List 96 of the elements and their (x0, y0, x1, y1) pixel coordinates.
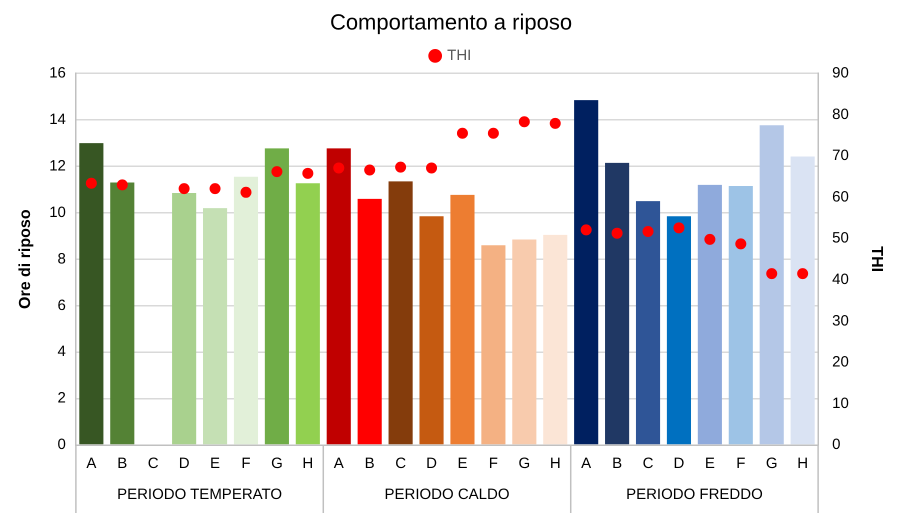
point (240, 186, 252, 198)
y-tick-label: 0 (58, 436, 66, 454)
bar (636, 201, 660, 444)
text: PERIODO TEMPERATO (117, 486, 282, 504)
point (302, 168, 314, 179)
point (550, 118, 561, 129)
bar (512, 239, 536, 444)
bar (419, 216, 444, 444)
point (766, 268, 778, 280)
bar (388, 181, 413, 444)
x-tick-label: C (395, 455, 406, 472)
y2-tick-label: 50 (832, 230, 849, 247)
x-tick-label: H (550, 455, 561, 472)
y2-axis-title: THI (868, 246, 885, 272)
legend-label: THI (447, 47, 472, 64)
point (488, 128, 499, 139)
point (518, 116, 530, 128)
y2-tick-label: 0 (832, 436, 840, 454)
x-tick-label: G (766, 455, 778, 472)
bar (234, 176, 258, 444)
x-tick-label: B (117, 455, 128, 472)
y2-tick-label: 60 (832, 188, 849, 206)
x-tick-label: C (642, 455, 654, 472)
y-tick-label: 4 (58, 343, 66, 360)
x-tick-label: A (581, 455, 592, 472)
bar (574, 100, 598, 444)
x-tick-label: D (178, 455, 190, 472)
y-tick-label: 16 (49, 64, 66, 82)
point (797, 268, 808, 280)
x-tick-label: A (86, 455, 96, 472)
bar (172, 193, 196, 444)
bar (358, 198, 382, 444)
x-tick-label: F (488, 455, 498, 472)
bar (790, 156, 815, 444)
chart-title: Comportamento a riposo (330, 9, 572, 34)
bar (543, 234, 568, 444)
y2-tick-label: 90 (832, 64, 849, 82)
x-tick-label: B (364, 455, 375, 472)
bar (760, 125, 784, 444)
x-tick-label: D (426, 455, 438, 472)
x-tick-label: D (674, 455, 685, 472)
text: PERIODO CALDO (384, 486, 510, 504)
point (395, 162, 406, 173)
point (364, 164, 376, 176)
y-tick-label: 14 (49, 110, 66, 128)
x-tick-label: B (612, 455, 622, 472)
bar (296, 183, 320, 444)
y-tick-label: 2 (58, 390, 66, 407)
bar (728, 186, 753, 444)
x-tick-label: E (457, 455, 468, 472)
text: PERIODO FREDDO (626, 486, 763, 504)
point (271, 166, 282, 178)
y2-tick-label: 80 (832, 106, 849, 123)
y2-tick-label: 70 (832, 147, 849, 164)
y-axis-title: Ore di riposo (17, 209, 34, 309)
x-tick-label: F (241, 455, 251, 472)
y2-tick-label: 30 (832, 312, 849, 330)
x-tick-label: G (518, 455, 530, 472)
x-tick-label: H (797, 455, 808, 472)
y-tick-label: 8 (58, 250, 66, 268)
bar (326, 148, 351, 444)
point (86, 178, 97, 189)
point (735, 238, 746, 250)
x-tick-label: E (210, 455, 220, 472)
bar (110, 182, 134, 444)
x-tick-label: A (334, 455, 344, 472)
point (456, 128, 468, 139)
point (673, 222, 684, 234)
y2-tick-label: 40 (832, 270, 849, 288)
x-tick-label: E (704, 455, 715, 472)
bar (450, 194, 475, 444)
point (426, 162, 438, 174)
x-tick-label: C (148, 455, 159, 472)
y-tick-label: 10 (49, 204, 66, 221)
bar (666, 216, 692, 444)
point (210, 183, 221, 194)
bar (605, 162, 630, 444)
point (612, 228, 623, 239)
point (333, 162, 344, 174)
y-tick-label: 6 (58, 296, 66, 314)
point (642, 226, 654, 238)
point (116, 179, 128, 190)
bar (698, 184, 722, 444)
point (178, 183, 190, 194)
x-tick-label: H (302, 455, 314, 472)
point (580, 224, 592, 236)
x-tick-label: F (736, 455, 746, 472)
bar (264, 148, 289, 444)
point (704, 234, 716, 245)
bar (79, 143, 104, 444)
bar (202, 208, 228, 444)
x-tick-label: G (271, 455, 283, 472)
bar (481, 245, 506, 444)
y-tick-label: 12 (49, 157, 66, 174)
y2-tick-label: 10 (832, 394, 849, 412)
y2-tick-label: 20 (832, 354, 849, 371)
